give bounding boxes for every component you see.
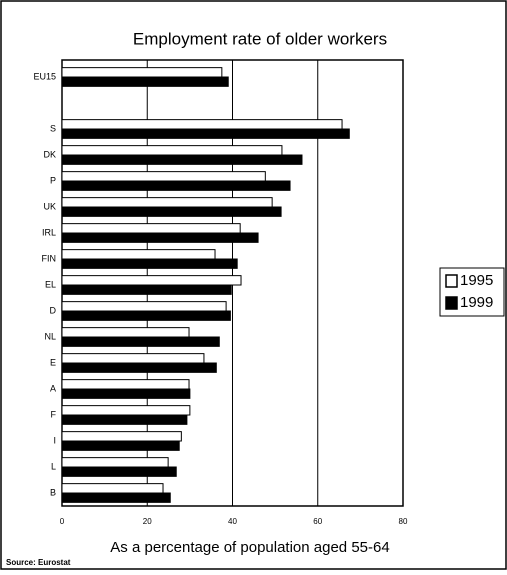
x-tick-label: 60 xyxy=(313,517,322,526)
bar xyxy=(61,379,190,390)
bar xyxy=(61,327,190,338)
legend-label: 1995 xyxy=(460,272,493,289)
bar xyxy=(61,414,188,425)
bar xyxy=(61,457,169,468)
bar xyxy=(61,483,164,494)
y-tick-label: P xyxy=(50,175,56,185)
y-tick-label: B xyxy=(50,487,56,497)
y-tick-label: NL xyxy=(44,331,56,341)
x-tick-label: 20 xyxy=(143,517,152,526)
bar xyxy=(61,67,223,78)
bar xyxy=(61,301,227,312)
x-tick-label: 80 xyxy=(399,517,408,526)
bar xyxy=(61,180,291,191)
bar xyxy=(61,258,238,269)
bar xyxy=(61,362,217,373)
x-axis-label: As a percentage of population aged 55-64 xyxy=(110,539,389,556)
y-tick-label: E xyxy=(50,357,56,367)
bar xyxy=(61,405,191,416)
bar xyxy=(61,336,220,347)
y-tick-label: IRL xyxy=(42,227,56,237)
chart-title: Employment rate of older workers xyxy=(133,29,387,48)
bar xyxy=(61,284,232,295)
bar xyxy=(61,431,182,442)
legend-label: 1999 xyxy=(460,294,493,311)
x-tick-label: 0 xyxy=(60,517,65,526)
bar xyxy=(61,249,216,260)
bar xyxy=(61,145,283,156)
y-tick-label: D xyxy=(50,305,57,315)
bar xyxy=(61,232,259,243)
y-tick-label: UK xyxy=(43,201,56,211)
y-tick-label: DK xyxy=(43,149,56,159)
source: Source: Eurostat xyxy=(6,558,71,567)
x-tick-label: 40 xyxy=(228,517,237,526)
y-tick-label: F xyxy=(51,409,57,419)
bar xyxy=(61,440,180,451)
bar xyxy=(61,275,242,286)
bar xyxy=(61,119,343,130)
legend-swatch xyxy=(445,296,458,310)
bar xyxy=(61,466,177,477)
bar xyxy=(61,128,350,139)
y-tick-label: I xyxy=(53,435,56,445)
legend-swatch xyxy=(445,274,458,288)
bar xyxy=(61,388,191,399)
y-tick-label: EU15 xyxy=(33,71,56,81)
y-tick-label: L xyxy=(51,461,56,471)
y-tick-label: FIN xyxy=(42,253,57,263)
bar xyxy=(61,171,266,182)
bar xyxy=(61,76,229,87)
bar xyxy=(61,154,303,165)
bar xyxy=(61,197,273,208)
y-tick-label: A xyxy=(50,383,56,393)
bar xyxy=(61,353,205,364)
bar xyxy=(61,206,282,217)
y-tick-label: S xyxy=(50,123,56,133)
bar xyxy=(61,310,231,321)
bar xyxy=(61,223,241,234)
y-tick-label: EL xyxy=(45,279,56,289)
bar xyxy=(61,492,171,503)
